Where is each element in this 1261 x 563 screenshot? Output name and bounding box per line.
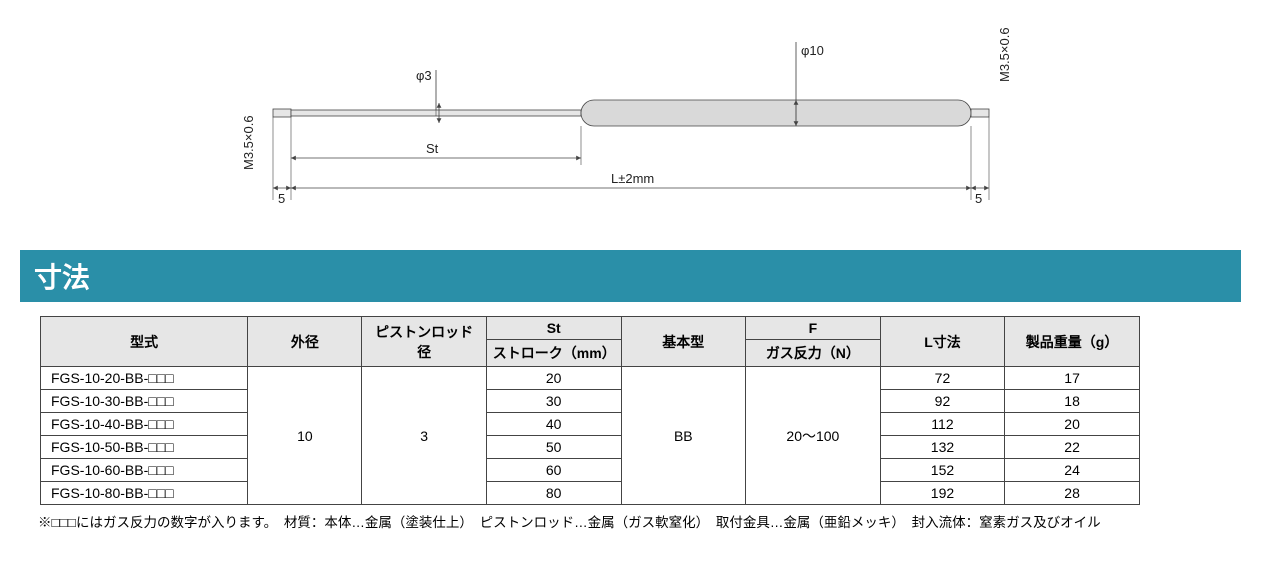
label-end-right: 5 xyxy=(975,191,982,206)
col-outer: 外径 xyxy=(248,317,362,367)
footnote: ※□□□にはガス反力の数字が入ります。 材質：本体…金属（塗装仕上） ピストンロ… xyxy=(38,511,1241,531)
col-weight: 製品重量（g） xyxy=(1005,317,1140,367)
label-thread-left: M3.5×0.6 xyxy=(241,115,256,170)
label-thread-right: M3.5×0.6 xyxy=(997,27,1012,82)
cell-model: FGS-10-60-BB-□□□ xyxy=(41,459,248,482)
cell-outer: 10 xyxy=(248,367,362,505)
cell-rod: 3 xyxy=(362,367,486,505)
cell-model: FGS-10-80-BB-□□□ xyxy=(41,482,248,505)
cell-st: 20 xyxy=(486,367,621,390)
col-f-sub: ガス反力（N） xyxy=(745,340,880,367)
label-length: L±2mm xyxy=(611,171,654,186)
label-phi3: φ3 xyxy=(416,68,432,83)
cell-model: FGS-10-40-BB-□□□ xyxy=(41,413,248,436)
cell-l: 92 xyxy=(880,390,1004,413)
table-row: FGS-10-80-BB-□□□ 80 192 28 xyxy=(41,482,1140,505)
cell-l: 72 xyxy=(880,367,1004,390)
cell-weight: 22 xyxy=(1005,436,1140,459)
label-stroke: St xyxy=(426,141,439,156)
cell-st: 60 xyxy=(486,459,621,482)
cell-weight: 28 xyxy=(1005,482,1140,505)
col-model: 型式 xyxy=(41,317,248,367)
col-st-sub: ストローク（mm） xyxy=(486,340,621,367)
cell-st: 80 xyxy=(486,482,621,505)
cell-st: 30 xyxy=(486,390,621,413)
section-heading: 寸法 xyxy=(20,250,1241,302)
cell-weight: 18 xyxy=(1005,390,1140,413)
label-phi10: φ10 xyxy=(801,43,824,58)
cell-f: 20～100 xyxy=(745,367,880,505)
cell-weight: 20 xyxy=(1005,413,1140,436)
cell-l: 132 xyxy=(880,436,1004,459)
label-end-left: 5 xyxy=(278,191,285,206)
diagram-svg: φ3 φ10 M3.5×0.6 M3.5×0.6 St 5 L±2mm xyxy=(241,20,1021,210)
cell-weight: 17 xyxy=(1005,367,1140,390)
table-row: FGS-10-60-BB-□□□ 60 152 24 xyxy=(41,459,1140,482)
col-l: L寸法 xyxy=(880,317,1004,367)
gas-spring-diagram: φ3 φ10 M3.5×0.6 M3.5×0.6 St 5 L±2mm xyxy=(241,20,1021,210)
cell-l: 112 xyxy=(880,413,1004,436)
cell-model: FGS-10-30-BB-□□□ xyxy=(41,390,248,413)
col-rod: ピストンロッド径 xyxy=(362,317,486,367)
cell-l: 152 xyxy=(880,459,1004,482)
col-f-top: F xyxy=(745,317,880,340)
table-row: FGS-10-30-BB-□□□ 30 92 18 xyxy=(41,390,1140,413)
cell-st: 40 xyxy=(486,413,621,436)
spec-table: 型式 外径 ピストンロッド径 St 基本型 F L寸法 製品重量（g） ストロー… xyxy=(40,316,1140,505)
cell-basic: BB xyxy=(621,367,745,505)
cell-l: 192 xyxy=(880,482,1004,505)
table-row: FGS-10-20-BB-□□□ 10 3 20 BB 20～100 72 17 xyxy=(41,367,1140,390)
cell-st: 50 xyxy=(486,436,621,459)
col-basic: 基本型 xyxy=(621,317,745,367)
cell-model: FGS-10-20-BB-□□□ xyxy=(41,367,248,390)
table-row: FGS-10-50-BB-□□□ 50 132 22 xyxy=(41,436,1140,459)
col-st-top: St xyxy=(486,317,621,340)
table-row: FGS-10-40-BB-□□□ 40 112 20 xyxy=(41,413,1140,436)
cell-model: FGS-10-50-BB-□□□ xyxy=(41,436,248,459)
cell-weight: 24 xyxy=(1005,459,1140,482)
